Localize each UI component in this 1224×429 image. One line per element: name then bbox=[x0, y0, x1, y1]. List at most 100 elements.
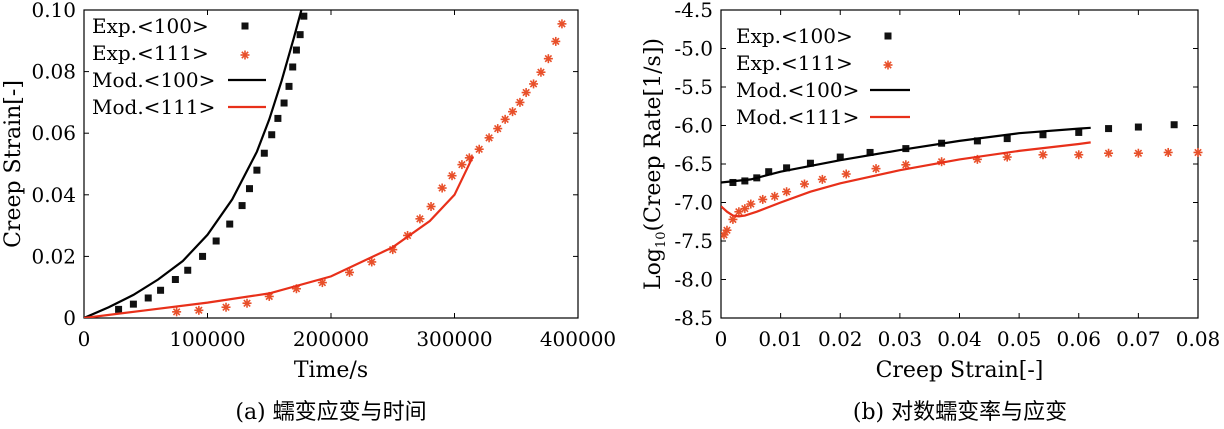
asterisk-stroke bbox=[516, 98, 524, 107]
asterisk-stroke bbox=[902, 161, 910, 169]
x-tick-label: 0.07 bbox=[1116, 327, 1161, 351]
asterisk-stroke bbox=[884, 61, 892, 69]
data-point bbox=[1003, 135, 1011, 143]
data-point bbox=[245, 185, 253, 193]
y-tick-label: 0 bbox=[63, 306, 76, 330]
data-point bbox=[729, 178, 737, 186]
data-point bbox=[289, 63, 297, 71]
x-tick-label: 400000 bbox=[540, 327, 616, 351]
plot-area bbox=[84, 9, 567, 318]
y-tick-label: -6.0 bbox=[674, 114, 713, 138]
x-tick-label: 0.02 bbox=[818, 327, 863, 351]
data-point bbox=[474, 144, 484, 154]
asterisk-stroke bbox=[389, 245, 397, 254]
data-point bbox=[901, 160, 911, 170]
asterisk-stroke bbox=[770, 192, 779, 201]
data-point bbox=[345, 267, 355, 277]
panel-b: 0 0.01 0.02 0.03 0.04 0.05 0.06 0.07 0.08 -4.5 -5.… bbox=[641, 0, 1220, 425]
asterisk-stroke bbox=[493, 124, 502, 133]
asterisk-stroke bbox=[292, 284, 301, 293]
series-line bbox=[84, 155, 474, 318]
y-axis-label: Creep Strain[-] bbox=[1, 80, 26, 248]
data-point bbox=[184, 266, 192, 274]
data-point bbox=[866, 148, 874, 156]
asterisk-stroke bbox=[416, 215, 424, 223]
y-tick-label: 0.06 bbox=[31, 121, 76, 145]
data-point bbox=[115, 305, 123, 313]
data-point bbox=[296, 31, 304, 39]
data-point bbox=[415, 214, 425, 224]
asterisk-stroke bbox=[1075, 151, 1083, 159]
asterisk-stroke bbox=[872, 164, 880, 173]
panel-a: 0 100000 200000 300000 400000 0 0.02 0.04 0.06 0.… bbox=[1, 0, 616, 425]
data-point bbox=[746, 199, 756, 209]
x-axis-label: Creep Strain[-] bbox=[876, 358, 1044, 383]
data-point bbox=[172, 307, 182, 317]
legend-label: Exp.<111> bbox=[736, 51, 853, 75]
data-point bbox=[129, 300, 137, 308]
asterisk-stroke bbox=[544, 54, 553, 63]
x-tick-label: 0 bbox=[715, 327, 728, 351]
asterisk-stroke bbox=[448, 171, 456, 180]
asterisk-stroke bbox=[1003, 153, 1011, 161]
data-point bbox=[722, 225, 732, 235]
asterisk-stroke bbox=[172, 308, 181, 316]
y-tick-label: 0.04 bbox=[31, 183, 76, 207]
x-tick-label: 200000 bbox=[293, 327, 369, 351]
asterisk-stroke bbox=[427, 202, 435, 211]
data-point bbox=[1193, 147, 1203, 157]
data-point bbox=[274, 114, 282, 122]
legend-label: Exp.<100> bbox=[92, 14, 209, 38]
x-tick-label: 100000 bbox=[169, 327, 245, 351]
legend-label: Exp.<111> bbox=[92, 41, 209, 65]
asterisk-stroke bbox=[475, 145, 483, 153]
x-tick-label: 0.06 bbox=[1056, 327, 1101, 351]
legend-label: Mod.<100> bbox=[92, 68, 215, 92]
legend-label: Mod.<111> bbox=[736, 105, 859, 129]
asterisk-stroke bbox=[243, 299, 251, 307]
asterisk-stroke bbox=[195, 306, 203, 315]
asterisk-stroke bbox=[558, 20, 566, 28]
asterisk-stroke bbox=[522, 88, 530, 97]
data-point bbox=[871, 164, 881, 174]
data-point bbox=[484, 133, 494, 143]
data-point bbox=[157, 286, 165, 294]
asterisk-stroke bbox=[741, 204, 749, 213]
data-point bbox=[1163, 147, 1173, 157]
legend-label: Exp.<100> bbox=[736, 24, 853, 48]
x-tick-label: 0.04 bbox=[937, 327, 982, 351]
data-point bbox=[242, 298, 252, 308]
data-point bbox=[457, 160, 467, 170]
data-point bbox=[1074, 150, 1084, 160]
data-point bbox=[437, 183, 447, 193]
data-point bbox=[770, 191, 780, 201]
data-point bbox=[500, 114, 510, 124]
data-point bbox=[515, 97, 525, 107]
data-point bbox=[536, 67, 546, 77]
asterisk-stroke bbox=[501, 115, 509, 124]
data-point bbox=[758, 194, 768, 204]
y-tick-label: -6.5 bbox=[674, 152, 713, 176]
data-point bbox=[426, 202, 436, 212]
asterisk-stroke bbox=[241, 51, 249, 59]
asterisk-stroke bbox=[345, 268, 354, 277]
data-point bbox=[521, 88, 531, 98]
x-tick-label: 0 bbox=[78, 327, 91, 351]
x-tick-label: 300000 bbox=[416, 327, 492, 351]
data-point bbox=[493, 124, 503, 134]
series-line bbox=[721, 126, 1091, 184]
asterisk-stroke bbox=[800, 180, 809, 188]
legend-marker bbox=[884, 32, 892, 40]
data-point bbox=[508, 107, 518, 117]
data-point bbox=[721, 230, 729, 240]
y-tick-label: -5.5 bbox=[674, 75, 713, 99]
series-line bbox=[721, 141, 1091, 218]
asterisk-stroke bbox=[1104, 149, 1113, 157]
data-point bbox=[841, 169, 851, 179]
x-tick-label: 0.01 bbox=[758, 327, 803, 351]
y-tick-label: 0.10 bbox=[31, 0, 76, 22]
data-point bbox=[782, 187, 792, 197]
data-point bbox=[1104, 148, 1114, 158]
data-point bbox=[300, 12, 308, 20]
